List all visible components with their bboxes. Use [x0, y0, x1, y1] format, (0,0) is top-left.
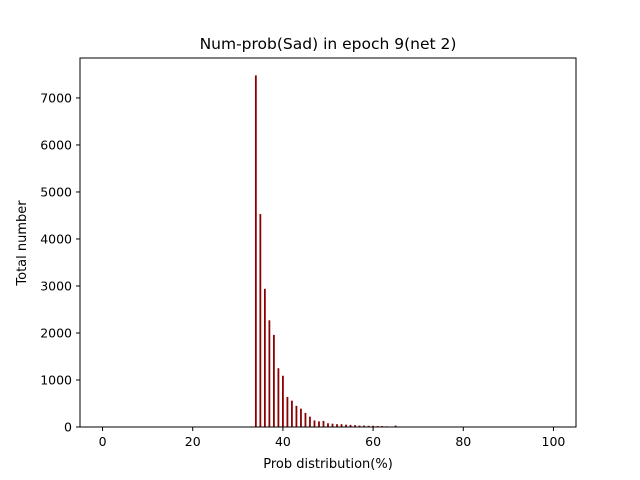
x-axis-label: Prob distribution(%) [263, 457, 393, 472]
y-tick-label: 1000 [40, 372, 72, 387]
x-tick-label: 40 [275, 434, 291, 449]
bar [277, 368, 280, 427]
bar [259, 214, 262, 427]
bar [286, 396, 289, 427]
x-tick-label: 100 [542, 434, 566, 449]
x-tick-label: 60 [365, 434, 381, 449]
x-tick-label: 20 [185, 434, 201, 449]
bar [318, 421, 320, 427]
x-tick-label: 0 [99, 434, 107, 449]
bar [272, 334, 275, 427]
bar [313, 420, 316, 427]
y-axis-ticks: 0 1000 2000 3000 4000 5000 6000 7000 [40, 90, 80, 435]
bar [345, 424, 347, 427]
y-tick-label: 2000 [40, 325, 72, 340]
y-tick-label: 6000 [40, 137, 72, 152]
y-tick-label: 0 [64, 420, 72, 435]
y-tick-label: 4000 [40, 231, 72, 246]
bar [340, 424, 343, 427]
bar [394, 425, 397, 427]
bar [282, 375, 284, 427]
y-axis-label: Total number [15, 200, 30, 287]
bar [327, 423, 329, 427]
y-tick-label: 7000 [40, 90, 72, 105]
bar [358, 425, 361, 427]
bar [263, 288, 266, 427]
plot-frame [79, 57, 577, 428]
bar [254, 75, 257, 427]
bar [331, 423, 334, 427]
y-tick-label: 3000 [40, 278, 72, 293]
x-tick-label: 80 [455, 434, 471, 449]
bar [291, 400, 293, 427]
y-tick-label: 5000 [40, 184, 72, 199]
x-axis-ticks: 0 20 40 60 80 100 [99, 427, 566, 449]
bar [336, 424, 338, 427]
bar [300, 408, 302, 427]
bar [367, 425, 370, 427]
bar [295, 405, 298, 427]
bar [268, 320, 271, 427]
bar [349, 424, 352, 427]
chart-title: Num-prob(Sad) in epoch 9(net 2) [200, 35, 457, 53]
bar [363, 425, 365, 427]
bar [322, 420, 325, 427]
bar [372, 425, 374, 427]
bars [254, 75, 397, 427]
bar [304, 412, 307, 427]
bar [309, 416, 311, 427]
bar [354, 425, 356, 427]
